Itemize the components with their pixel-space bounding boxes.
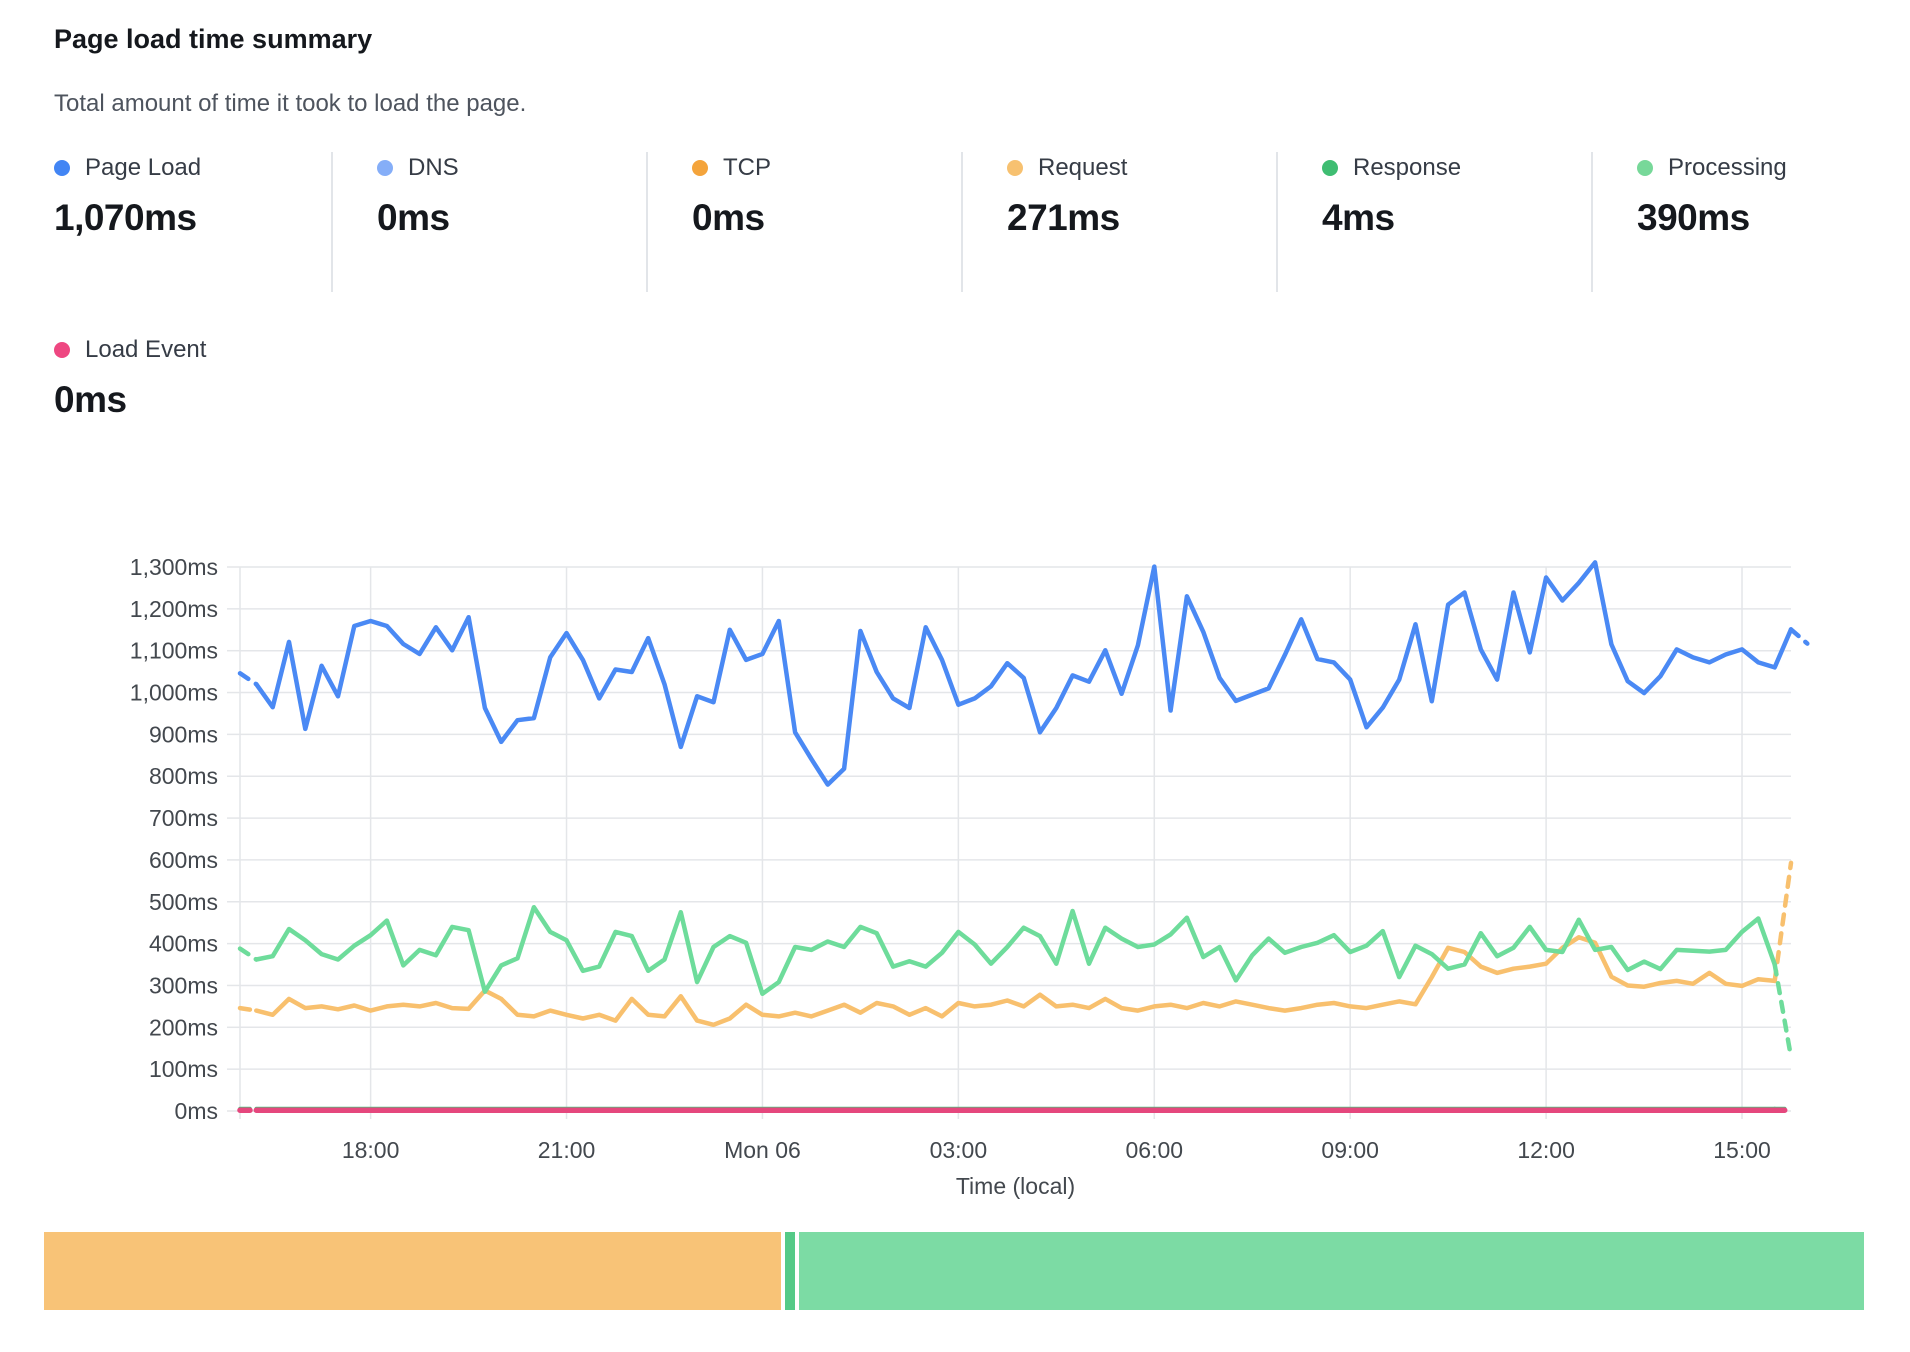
metric-label: TCP bbox=[723, 154, 771, 181]
y-axis-label: 1,100ms bbox=[130, 638, 218, 664]
metric-value: 1,070ms bbox=[54, 197, 197, 238]
tcp-legend-dot bbox=[692, 160, 708, 176]
x-axis-label: 03:00 bbox=[930, 1137, 988, 1163]
metric-value: 0ms bbox=[692, 197, 765, 238]
metric-card-dns[interactable]: DNS 0ms bbox=[331, 152, 646, 292]
x-axis-label: 09:00 bbox=[1321, 1137, 1379, 1163]
metric-value: 390ms bbox=[1637, 197, 1750, 238]
x-axis-label: 12:00 bbox=[1517, 1137, 1575, 1163]
x-axis-label: 15:00 bbox=[1713, 1137, 1771, 1163]
metrics-row-2: Load Event 0ms bbox=[54, 334, 331, 474]
series-line-page-load-dash-start bbox=[237, 671, 259, 687]
response-legend-dot bbox=[1322, 160, 1338, 176]
y-axis-label: 1,300ms bbox=[130, 554, 218, 580]
page-load-legend-dot bbox=[54, 160, 70, 176]
metric-label: Request bbox=[1038, 154, 1128, 181]
load-event-legend-dot bbox=[54, 342, 70, 358]
metric-card-request[interactable]: Request 271ms bbox=[961, 152, 1276, 292]
metric-label: Response bbox=[1353, 154, 1462, 181]
processing-legend-dot bbox=[1637, 160, 1653, 176]
y-axis-label: 0ms bbox=[175, 1098, 218, 1124]
y-axis-label: 600ms bbox=[149, 847, 218, 873]
metric-label: Processing bbox=[1668, 154, 1787, 181]
series-line-request-dash-start bbox=[237, 1005, 259, 1013]
y-axis-label: 1,000ms bbox=[130, 680, 218, 706]
series-line-request bbox=[254, 935, 1777, 1028]
metric-card-load-event[interactable]: Load Event 0ms bbox=[54, 334, 331, 474]
metric-card-processing[interactable]: Processing 390ms bbox=[1591, 152, 1906, 292]
series-line-processing-dash-start bbox=[237, 946, 259, 962]
x-axis-label: Mon 06 bbox=[724, 1137, 801, 1163]
y-axis-label: 200ms bbox=[149, 1014, 218, 1040]
status-segment-1 bbox=[44, 1232, 782, 1310]
page-title: Page load time summary bbox=[54, 24, 373, 54]
x-axis-title: Time (local) bbox=[956, 1173, 1075, 1199]
x-axis-label: 18:00 bbox=[342, 1137, 400, 1163]
metric-value: 271ms bbox=[1007, 197, 1120, 238]
metric-card-response[interactable]: Response 4ms bbox=[1276, 152, 1591, 292]
dns-legend-dot bbox=[377, 160, 393, 176]
x-axis-label: 06:00 bbox=[1125, 1137, 1183, 1163]
metric-label: DNS bbox=[408, 154, 459, 181]
page-subtitle: Total amount of time it took to load the… bbox=[54, 90, 527, 117]
y-axis-label: 900ms bbox=[149, 721, 218, 747]
series-line-processing-dash-end bbox=[1772, 962, 1794, 1060]
metric-card-page-load[interactable]: Page Load 1,070ms bbox=[54, 152, 331, 292]
metric-label: Load Event bbox=[85, 336, 207, 363]
y-axis-label: 400ms bbox=[149, 931, 218, 957]
metric-card-tcp[interactable]: TCP 0ms bbox=[646, 152, 961, 292]
series-line-page-load-dash-end bbox=[1788, 627, 1810, 646]
load-time-chart[interactable]: 0ms 100ms 200ms 300ms 400ms 500ms 600ms 700ms 80… bbox=[0, 430, 1910, 1230]
y-axis-label: 800ms bbox=[149, 763, 218, 789]
series-line-processing bbox=[254, 904, 1777, 997]
series-line-request-dash-end bbox=[1772, 860, 1794, 984]
y-axis-label: 1,200ms bbox=[130, 596, 218, 622]
metric-value: 4ms bbox=[1322, 197, 1395, 238]
status-segment-3 bbox=[799, 1232, 1864, 1310]
request-legend-dot bbox=[1007, 160, 1023, 176]
status-segment-2 bbox=[785, 1232, 796, 1310]
metric-value: 0ms bbox=[54, 379, 127, 420]
y-axis-label: 500ms bbox=[149, 889, 218, 915]
metrics-row: Page Load 1,070ms DNS 0ms TCP 0ms Reques… bbox=[54, 152, 1906, 292]
y-axis-label: 300ms bbox=[149, 972, 218, 998]
series-line-page-load bbox=[254, 560, 1794, 787]
metric-label: Page Load bbox=[85, 154, 202, 181]
status-bar bbox=[44, 1232, 1864, 1310]
y-axis-label: 700ms bbox=[149, 805, 218, 831]
x-axis-label: 21:00 bbox=[538, 1137, 596, 1163]
y-axis-label: 100ms bbox=[149, 1056, 218, 1082]
metric-value: 0ms bbox=[377, 197, 450, 238]
